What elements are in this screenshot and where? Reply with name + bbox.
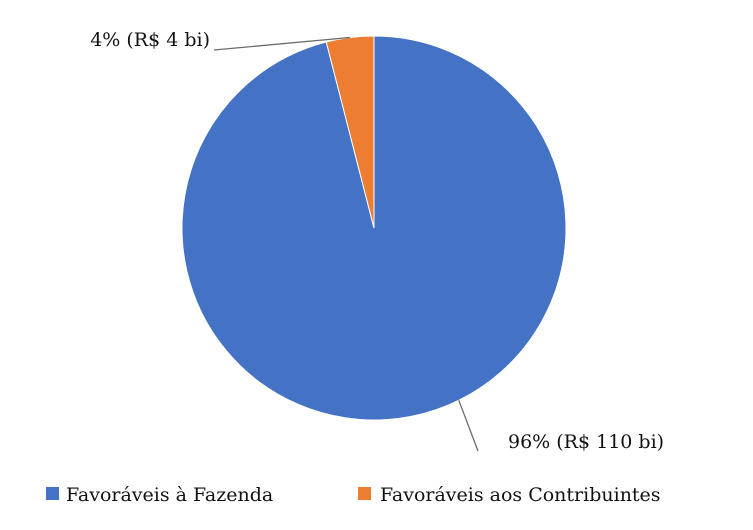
legend: Favoráveis à Fazenda Favoráveis aos Contr…: [46, 484, 661, 506]
legend-swatch-1: [46, 487, 59, 500]
leader-line-2: [213, 36, 350, 51]
pie-slice-2: [325, 35, 375, 229]
data-label-1: 96% (R$ 110 bi): [508, 431, 664, 453]
pie-slices: [181, 35, 567, 421]
leader-lines: [213, 36, 479, 452]
leader-line-1: [458, 400, 479, 452]
data-label-2: 4% (R$ 4 bi): [90, 29, 210, 51]
legend-label-2: Favoráveis aos Contribuintes: [380, 484, 661, 506]
legend-label-1: Favoráveis à Fazenda: [66, 484, 273, 506]
legend-swatch-2: [358, 487, 371, 500]
data-labels: 96% (R$ 110 bi) 4% (R$ 4 bi): [90, 29, 664, 453]
